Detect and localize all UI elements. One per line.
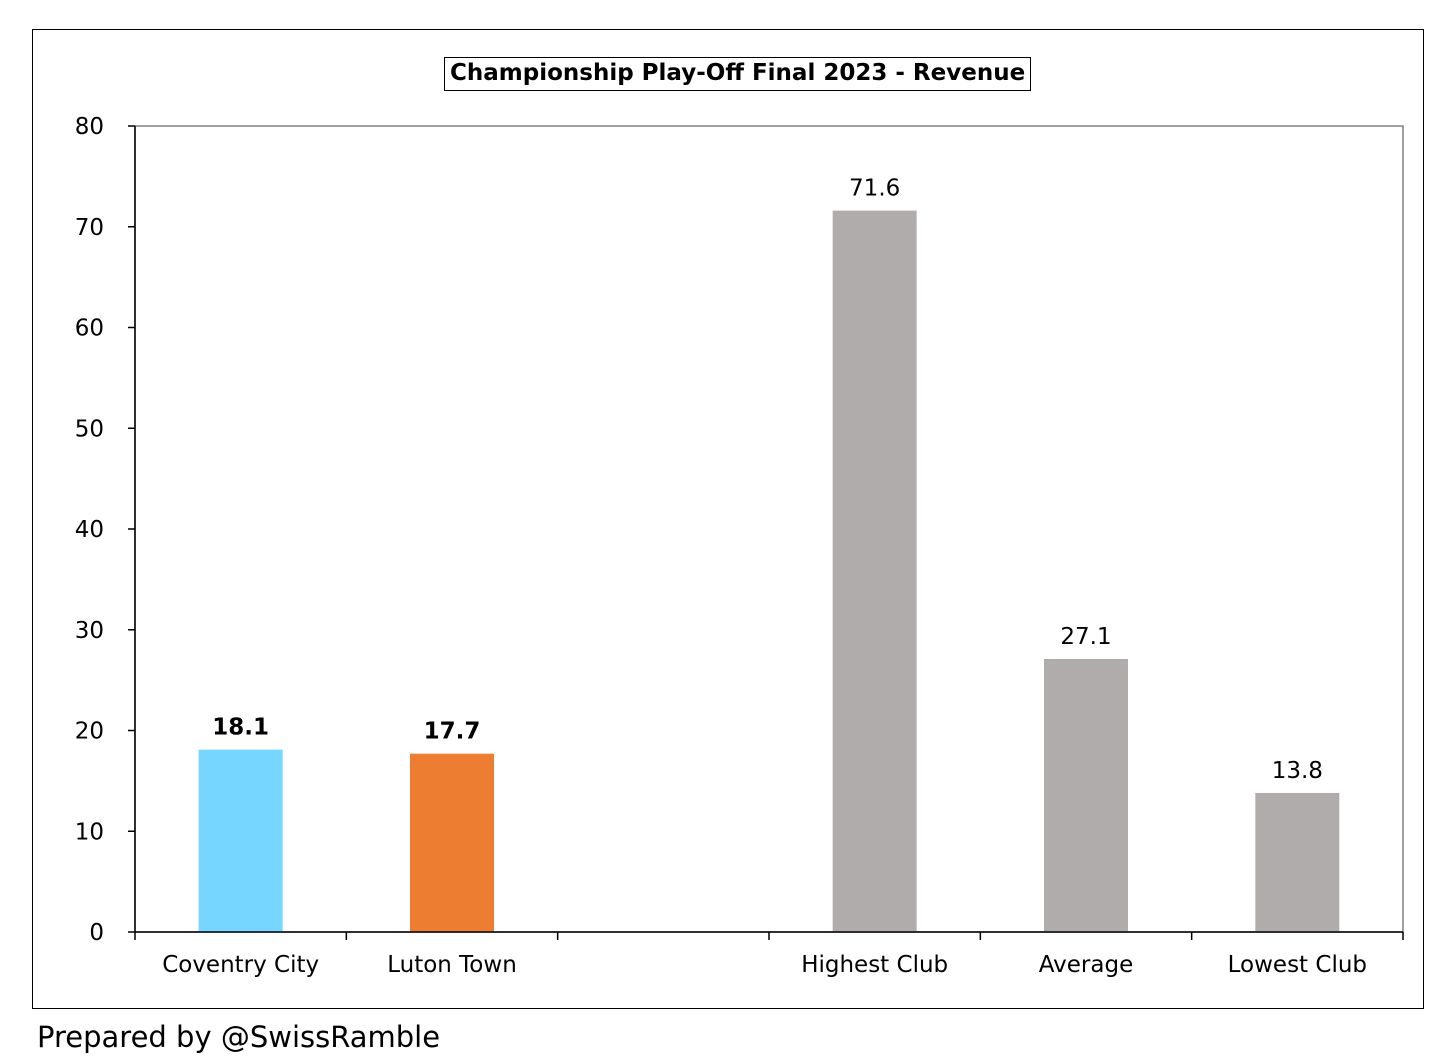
bar	[1255, 792, 1340, 932]
bar	[1044, 658, 1128, 932]
y-tick-label: 60	[75, 316, 104, 342]
chart-title: Championship Play-Off Final 2023 - Reven…	[444, 57, 1032, 91]
x-tick-label: Average	[1039, 952, 1133, 978]
x-tick-label: Coventry City	[162, 952, 319, 978]
y-tick-label: 70	[75, 215, 104, 241]
y-tick-label: 0	[89, 920, 104, 946]
x-tick-label: Lowest Club	[1228, 952, 1367, 978]
bar	[198, 749, 283, 932]
bar	[410, 753, 494, 932]
y-tick-label: 30	[75, 618, 104, 644]
x-tick-label: Highest Club	[801, 952, 948, 978]
x-tick-label: Luton Town	[387, 952, 517, 978]
y-tick-label: 80	[75, 114, 104, 140]
data-label: 18.1	[212, 715, 269, 741]
bar	[832, 210, 917, 932]
chart-frame	[32, 29, 1424, 1009]
footer-credit: Prepared by @SwissRamble	[37, 1020, 441, 1054]
y-tick-label: 10	[75, 819, 104, 845]
y-tick-label: 20	[75, 719, 104, 745]
data-label: 13.8	[1272, 758, 1323, 784]
y-tick-label: 40	[75, 517, 104, 543]
data-label: 17.7	[424, 719, 481, 745]
data-label: 27.1	[1060, 624, 1111, 650]
plot-area	[134, 125, 1404, 933]
data-label: 71.6	[849, 176, 900, 202]
y-tick-label: 50	[75, 416, 104, 442]
